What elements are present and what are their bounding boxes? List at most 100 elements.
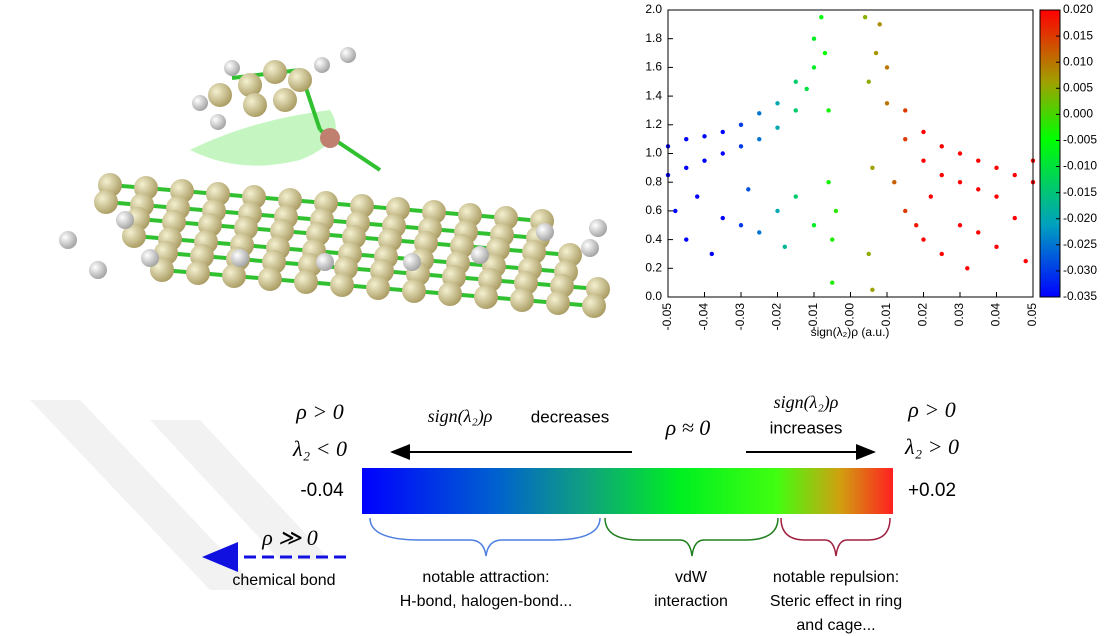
point xyxy=(958,180,962,184)
point xyxy=(775,209,779,213)
h-atom xyxy=(471,246,489,264)
x-tick-label: -0.05 xyxy=(660,303,674,331)
point xyxy=(903,209,907,213)
h-atom xyxy=(581,239,599,257)
point xyxy=(834,209,838,213)
label: +0.02 xyxy=(908,480,956,501)
point xyxy=(867,80,871,84)
point xyxy=(775,125,779,129)
point xyxy=(775,101,779,105)
h-atom xyxy=(536,223,554,241)
point xyxy=(874,51,878,55)
point xyxy=(892,180,896,184)
brace xyxy=(370,518,600,556)
x-tick-label: 0.00 xyxy=(843,303,857,327)
colorbar-tick-label: -0.015 xyxy=(1063,185,1097,199)
point xyxy=(757,137,761,141)
point xyxy=(684,237,688,241)
h-atom xyxy=(89,261,107,279)
point xyxy=(994,245,998,249)
label: notable attraction: xyxy=(422,569,549,586)
point xyxy=(702,134,706,138)
point xyxy=(812,223,816,227)
atom xyxy=(366,276,390,300)
colorbar-tick-label: 0.020 xyxy=(1063,2,1093,16)
h-atom xyxy=(210,114,226,130)
point xyxy=(976,230,980,234)
point xyxy=(794,80,798,84)
colorbar-tick-label: 0.015 xyxy=(1063,28,1093,42)
x-tick-label: -0.03 xyxy=(733,303,747,331)
point xyxy=(819,15,823,19)
point xyxy=(903,137,907,141)
point xyxy=(903,108,907,112)
atom xyxy=(186,261,210,285)
h-atom xyxy=(403,253,421,271)
point xyxy=(783,245,787,249)
point xyxy=(1013,216,1017,220)
point xyxy=(746,187,750,191)
atom xyxy=(438,282,462,306)
label: ρ ≫ 0 xyxy=(261,525,318,550)
colorbar-tick-label: -0.025 xyxy=(1063,237,1097,251)
colorbar-tick-label: 0.010 xyxy=(1063,54,1093,68)
x-tick-label: 0.01 xyxy=(879,303,893,327)
point xyxy=(976,158,980,162)
x-axis-label: sign(λ₂)ρ (a.u.) xyxy=(811,325,890,339)
color-bar xyxy=(362,468,893,514)
point xyxy=(958,151,962,155)
point xyxy=(684,137,688,141)
point xyxy=(1023,259,1027,263)
point xyxy=(976,187,980,191)
atom xyxy=(273,88,297,112)
atom xyxy=(263,60,287,84)
atom xyxy=(294,270,318,294)
point xyxy=(830,280,834,284)
label: sign(λ₂)ρ xyxy=(428,406,493,427)
x-tick-label: 0.04 xyxy=(989,303,1003,327)
label: notable repulsion: xyxy=(773,569,899,586)
atom xyxy=(258,267,282,291)
label: ρ > 0 xyxy=(295,399,343,424)
label: -0.04 xyxy=(300,480,344,501)
y-tick-label: 1.8 xyxy=(645,31,662,45)
point xyxy=(965,266,969,270)
atom xyxy=(222,264,246,288)
h-atom xyxy=(231,249,249,267)
atom xyxy=(582,294,606,318)
point xyxy=(878,22,882,26)
point xyxy=(812,37,816,41)
metal-atom xyxy=(320,128,340,148)
colorbar-tick-label: -0.005 xyxy=(1063,133,1097,147)
atom xyxy=(474,285,498,309)
point xyxy=(702,158,706,162)
point xyxy=(812,65,816,69)
x-tick-label: -0.02 xyxy=(770,303,784,331)
point xyxy=(1013,173,1017,177)
h-atom xyxy=(224,60,240,76)
molecule-image xyxy=(59,47,610,318)
label: ρ ≈ 0 xyxy=(665,415,711,440)
scatter-plot: 0.00.20.40.60.81.01.21.41.61.82.0-0.05-0… xyxy=(645,2,1097,330)
figure: 0.00.20.40.60.81.01.21.41.61.82.0-0.05-0… xyxy=(0,0,1116,636)
point xyxy=(929,194,933,198)
point xyxy=(863,15,867,19)
label: λ₂ > 0 xyxy=(904,434,959,459)
label: interaction xyxy=(654,593,728,610)
y-tick-label: 2.0 xyxy=(645,2,662,16)
point xyxy=(739,223,743,227)
point xyxy=(867,252,871,256)
y-tick-label: 1.0 xyxy=(645,146,662,160)
y-tick-label: 0.6 xyxy=(645,203,662,217)
point xyxy=(673,209,677,213)
point xyxy=(940,144,944,148)
point xyxy=(757,111,761,115)
colorbar-tick-label: 0.005 xyxy=(1063,80,1093,94)
point xyxy=(885,101,889,105)
atom xyxy=(288,68,312,92)
colorbar-tick-label: 0.000 xyxy=(1063,107,1093,121)
point xyxy=(826,180,830,184)
h-atom xyxy=(589,219,607,237)
point xyxy=(739,123,743,127)
atom xyxy=(546,291,570,315)
